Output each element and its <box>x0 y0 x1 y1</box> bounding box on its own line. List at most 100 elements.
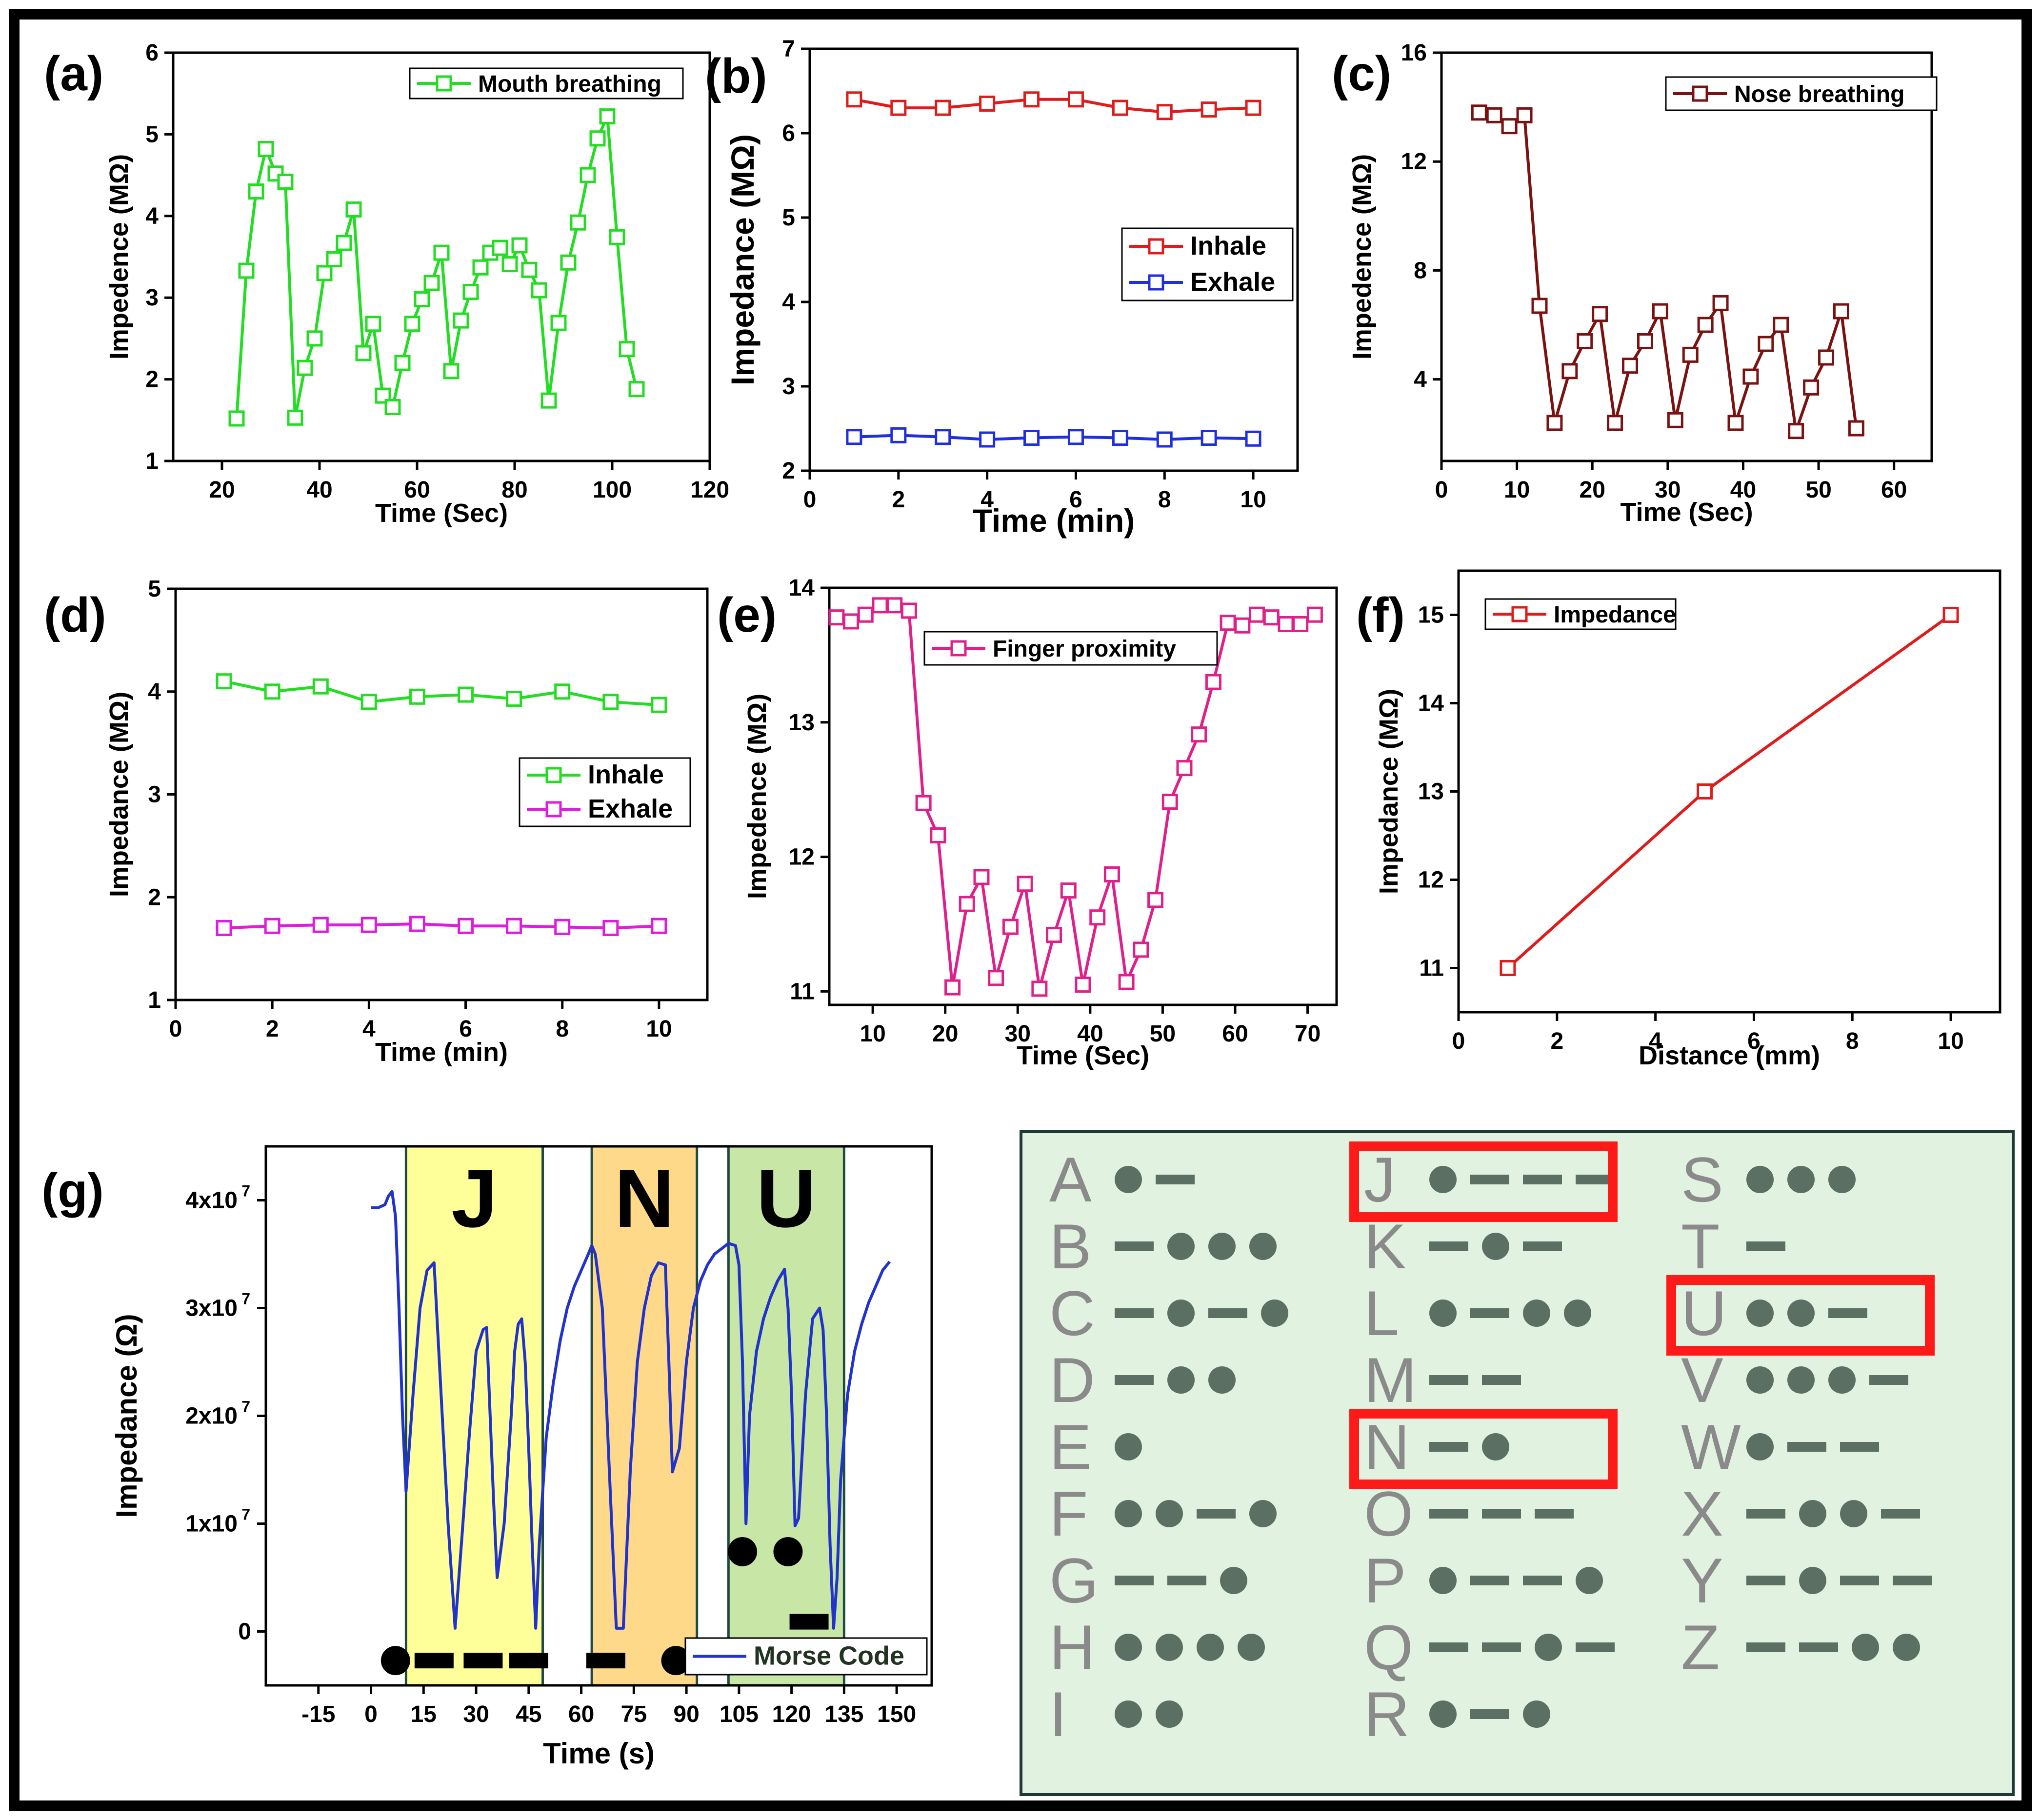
morse-pattern <box>1422 1375 1528 1385</box>
data-point <box>1060 882 1077 899</box>
data-point <box>312 678 329 695</box>
legend-label: Mouth breathing <box>478 71 661 97</box>
x-tick-label: 70 <box>1295 1021 1321 1047</box>
x-tick-label: 2 <box>892 487 905 513</box>
data-point <box>365 316 381 332</box>
data-point <box>443 363 460 380</box>
data-point <box>1067 429 1084 445</box>
morse-letter: A <box>1049 1144 1092 1215</box>
data-point <box>944 979 961 996</box>
morse-dash <box>1470 1709 1509 1719</box>
chart-panel-f: 0 2 4 6 8 10 11 12 13 14 15 Distance (mm) Impedance … <box>1356 569 2001 1070</box>
data-point <box>1156 104 1173 120</box>
y-tick-label: 14 <box>789 575 815 601</box>
series-line-0 <box>1479 111 1858 433</box>
morse-pattern <box>1422 1509 1581 1519</box>
x-tick-label: 10 <box>1240 487 1266 513</box>
panel-label: (b) <box>705 49 767 103</box>
y-tick-label: 4x10 <box>185 1188 238 1214</box>
data-point <box>1023 91 1040 108</box>
morse-dot <box>1482 1433 1509 1460</box>
morse-dash-marker <box>463 1653 503 1669</box>
morse-dot <box>1828 1366 1856 1394</box>
data-point <box>540 392 557 409</box>
data-point <box>1516 107 1533 123</box>
data-point <box>492 240 508 256</box>
panel-label: (e) <box>717 588 777 642</box>
data-point <box>345 201 362 218</box>
data-point <box>554 919 571 935</box>
data-point <box>1682 346 1699 363</box>
morse-dash <box>1429 1241 1468 1251</box>
data-point <box>872 597 888 614</box>
morse-dot-marker <box>773 1537 803 1566</box>
morse-dot <box>1115 1433 1142 1460</box>
morse-letter: Y <box>1681 1545 1723 1616</box>
legend-swatch-marker <box>1511 606 1528 622</box>
morse-dash <box>1115 1308 1154 1318</box>
y-tick-label: 2 <box>782 458 795 484</box>
morse-dot <box>1167 1300 1195 1327</box>
x-axis-title: Distance (mm) <box>1639 1041 1820 1070</box>
data-point <box>316 265 333 281</box>
morse-dash <box>1746 1576 1785 1585</box>
morse-dash <box>1523 1241 1562 1251</box>
morse-pattern <box>1740 1634 1927 1661</box>
morse-dot <box>1249 1233 1277 1260</box>
morse-row-p: P <box>1364 1546 1610 1615</box>
chart-panel-e: 10 20 30 40 50 60 70 11 12 13 14 Time (Sec) Impedenc… <box>717 575 1338 1070</box>
morse-row-z: Z <box>1681 1613 1927 1681</box>
y-tick-label: 13 <box>789 710 815 736</box>
data-point <box>935 100 951 116</box>
morse-letter: I <box>1049 1679 1067 1750</box>
morse-dash <box>1523 1576 1562 1585</box>
data-point <box>433 244 450 261</box>
morse-dash <box>1429 1375 1468 1385</box>
morse-row-d: D <box>1049 1346 1242 1414</box>
data-point <box>651 918 667 934</box>
morse-dot <box>1746 1300 1774 1327</box>
morse-row-f: F <box>1049 1480 1283 1548</box>
figure-frame <box>9 9 2032 1811</box>
panel-label: (a) <box>44 46 103 101</box>
data-point <box>1147 892 1164 908</box>
morse-dot <box>1115 1166 1142 1193</box>
data-point <box>1156 431 1173 448</box>
data-point <box>1017 876 1033 892</box>
data-point <box>1652 303 1668 320</box>
data-point <box>843 613 860 630</box>
morse-pattern <box>1740 1241 1792 1251</box>
y-tick-label: 2 <box>145 367 159 393</box>
y-tick-label: 2x10 <box>185 1403 238 1429</box>
data-point <box>602 694 619 710</box>
data-point <box>506 918 522 934</box>
data-point <box>531 282 547 299</box>
x-tick-label: 60 <box>568 1701 594 1727</box>
data-point <box>326 251 342 268</box>
x-tick-label: 2 <box>266 1016 279 1042</box>
morse-dot <box>1115 1634 1142 1661</box>
morse-pattern <box>1422 1567 1610 1594</box>
morse-pattern <box>1108 1233 1283 1260</box>
data-point <box>935 429 951 445</box>
data-point <box>264 918 280 934</box>
morse-letter: J <box>1364 1144 1396 1215</box>
data-point <box>1118 974 1135 990</box>
morse-row-b: B <box>1049 1212 1283 1280</box>
legend-swatch-marker <box>545 767 562 783</box>
morse-letter: P <box>1364 1545 1406 1616</box>
morse-pattern <box>1108 1366 1242 1394</box>
data-point <box>900 602 917 619</box>
series-line-0 <box>235 115 638 420</box>
panel-label: (d) <box>44 588 106 642</box>
x-axis-title: Time (Sec) <box>375 499 508 528</box>
data-point <box>1220 615 1236 631</box>
x-tick-label: -15 <box>301 1701 335 1727</box>
data-point <box>216 673 232 690</box>
morse-dot <box>1429 1166 1457 1193</box>
morse-letter: R <box>1364 1679 1410 1750</box>
x-tick-label: 6 <box>1069 487 1082 513</box>
morse-dot <box>1156 1634 1183 1661</box>
